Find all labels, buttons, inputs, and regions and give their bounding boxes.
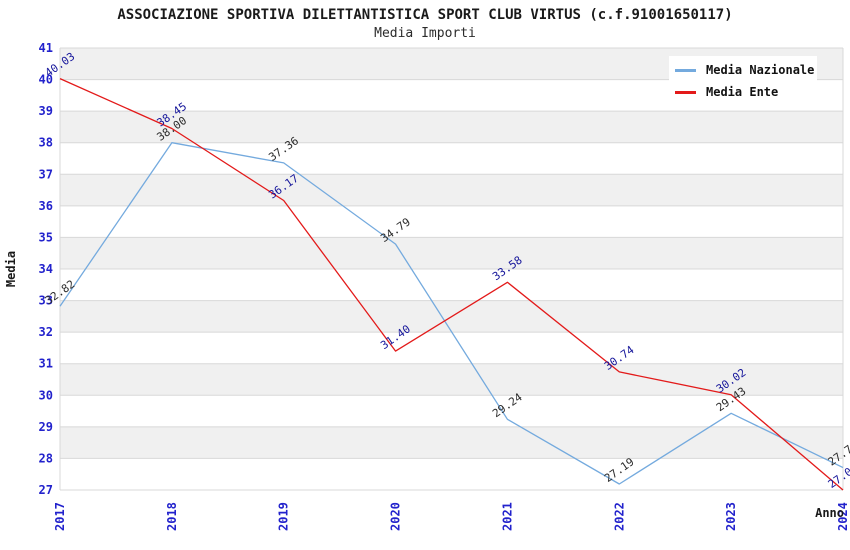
series-line-media-nazionale — [59, 142, 844, 485]
x-tick-label: 2020 — [389, 502, 403, 531]
series-line-media-ente — [59, 78, 844, 491]
x-tick-label: 2022 — [612, 502, 626, 531]
chart-title: ASSOCIAZIONE SPORTIVA DILETTANTISTICA SP… — [117, 7, 733, 23]
legend-item-media-ente: Media Ente — [675, 81, 817, 103]
gridlines — [59, 47, 844, 491]
y-axis-ticks: 27 28 29 30 31 32 33 34 35 36 37 38 39 40 41 — [39, 41, 53, 497]
y-tick-label: 36 — [39, 199, 53, 213]
y-tick-label: 39 — [39, 104, 53, 118]
legend-swatch-media-nazionale — [675, 68, 696, 72]
y-tick-label: 41 — [39, 41, 53, 55]
y-tick-label: 29 — [39, 420, 53, 434]
x-tick-label: 2024 — [836, 502, 850, 531]
x-axis-ticks: 2017 2018 2019 2020 2021 2022 2023 2024 — [53, 502, 850, 531]
y-tick-label: 32 — [39, 325, 53, 339]
legend: Media Nazionale Media Ente — [669, 56, 817, 108]
legend-label: Media Ente — [706, 85, 779, 99]
x-axis-title: Anno — [815, 506, 844, 520]
y-axis-title: Media — [4, 251, 18, 287]
x-tick-label: 2023 — [724, 502, 738, 531]
background-bands — [60, 48, 843, 459]
x-tick-label: 2019 — [277, 502, 291, 531]
x-tick-label: 2018 — [165, 502, 179, 531]
chart-subtitle: Media Importi — [374, 26, 476, 41]
x-tick-label: 2017 — [53, 502, 67, 531]
y-tick-label: 38 — [39, 136, 53, 150]
legend-item-media-nazionale: Media Nazionale — [675, 59, 817, 81]
point-label: 27.19 — [602, 455, 637, 485]
legend-label: Media Nazionale — [706, 63, 815, 77]
y-tick-label: 37 — [39, 167, 53, 181]
y-tick-label: 34 — [39, 262, 53, 276]
x-tick-label: 2021 — [500, 502, 514, 531]
legend-swatch-media-ente — [675, 90, 696, 94]
y-tick-label: 35 — [39, 230, 53, 244]
y-tick-label: 30 — [39, 388, 53, 402]
y-tick-label: 28 — [39, 451, 53, 465]
y-tick-label: 33 — [39, 294, 53, 308]
y-tick-label: 31 — [39, 357, 53, 371]
y-tick-label: 40 — [39, 73, 53, 87]
y-tick-label: 27 — [39, 483, 53, 497]
